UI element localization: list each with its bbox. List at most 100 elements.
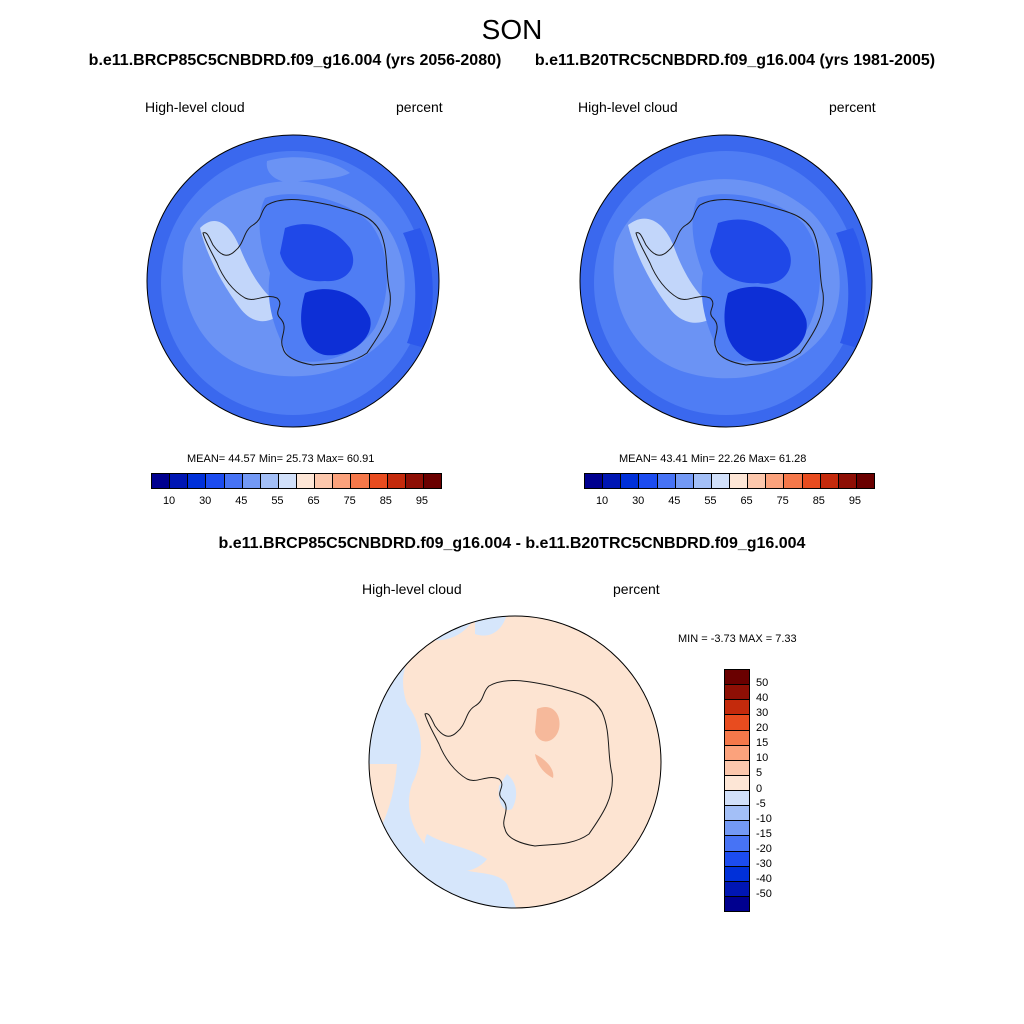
colorbar-swatch — [725, 729, 749, 745]
colorbar-swatch — [725, 835, 749, 851]
colorbar-swatch — [729, 474, 748, 488]
colorbar-swatch — [259, 474, 278, 488]
difference-variable-label: High-level cloud — [362, 581, 462, 597]
difference-stats: MIN = -3.73 MAX = 7.33 — [678, 633, 797, 645]
colorbar-swatch — [386, 474, 405, 488]
colorbar-swatch — [332, 474, 351, 488]
colorbar-tick-label: 55 — [704, 495, 717, 507]
colorbar-tick-label: -15 — [756, 827, 772, 840]
colorbar-swatch — [783, 474, 802, 488]
panel-a-stats: MEAN= 44.57 Min= 25.73 Max= 60.91 — [187, 453, 375, 465]
colorbar-swatch — [747, 474, 766, 488]
colorbar-tick-label: 75 — [343, 495, 356, 507]
colorbar-swatch — [710, 474, 729, 488]
antarctic-coastline — [424, 680, 613, 847]
colorbar-swatch — [620, 474, 639, 488]
colorbar-swatch — [241, 474, 260, 488]
colorbar-tick-label: -30 — [756, 857, 772, 870]
colorbar-swatch — [725, 744, 749, 760]
map-boundary — [579, 134, 873, 428]
colorbar-tick-label: 50 — [756, 677, 769, 690]
colorbar-swatch — [725, 820, 749, 836]
colorbar-swatch — [674, 474, 693, 488]
colorbar-swatch — [725, 865, 749, 881]
panel-b-stats: MEAN= 43.41 Min= 22.26 Max= 61.28 — [619, 453, 807, 465]
colorbar-swatch — [205, 474, 224, 488]
colorbar-tick-label: 85 — [812, 495, 825, 507]
colorbar-swatch — [152, 474, 170, 488]
colorbar-tick-label: -40 — [756, 872, 772, 885]
colorbar-swatch — [819, 474, 838, 488]
colorbar-swatch — [187, 474, 206, 488]
difference-panel-title: b.e11.BRCP85C5CNBDRD.f09_g16.004 - b.e11… — [218, 535, 806, 552]
colorbar-tick-label: -20 — [756, 842, 772, 855]
figure-title: SON — [481, 14, 543, 45]
interior-minimum — [301, 289, 371, 356]
colorbar-tick-label: 15 — [756, 737, 769, 750]
cool-anomaly-south — [424, 834, 487, 872]
peninsula-light-zone — [628, 218, 720, 323]
colorbar-tick-label: 75 — [776, 495, 789, 507]
panel-a-units-label: percent — [396, 99, 443, 115]
colorbar-tick-label: 5 — [756, 767, 763, 780]
map-boundary — [368, 615, 662, 909]
colorbar-swatch — [725, 670, 749, 685]
colorbar-swatch — [725, 759, 749, 775]
difference-polar-map — [368, 615, 662, 909]
colorbar-tick-label: -5 — [756, 797, 766, 810]
colorbar-tick-label: -10 — [756, 812, 772, 825]
colorbar-swatch — [725, 880, 749, 896]
colorbar-tick-label: 30 — [632, 495, 645, 507]
colorbar-tick-label: 0 — [756, 782, 763, 795]
cool-anomaly-west — [369, 616, 517, 908]
panel-b-units-label: percent — [829, 99, 876, 115]
panel-b-polar-map — [579, 134, 873, 428]
colorbar-swatch — [350, 474, 369, 488]
colorbar-tick-label: 10 — [756, 752, 769, 765]
panel-b-variable-label: High-level cloud — [578, 99, 678, 115]
colorbar-swatch — [725, 774, 749, 790]
colorbar-swatch — [837, 474, 856, 488]
colorbar-swatch — [368, 474, 387, 488]
east-plateau-low — [280, 224, 354, 282]
colorbar-swatch — [765, 474, 784, 488]
outer-band-east — [403, 228, 433, 348]
outer-band-east — [836, 228, 866, 348]
panel-a-title: b.e11.BRCP85C5CNBDRD.f09_g16.004 (yrs 20… — [88, 52, 502, 69]
colorbar-swatch — [725, 790, 749, 806]
colorbar-tick-label: 30 — [756, 707, 769, 720]
colorbar-tick-label: 55 — [271, 495, 284, 507]
colorbar-tick-label: 45 — [668, 495, 681, 507]
colorbar-tick-label: 40 — [756, 692, 769, 705]
colorbar-tick-label: 10 — [595, 495, 609, 507]
antarctic-coastline — [202, 199, 391, 366]
colorbar-swatch — [422, 474, 441, 488]
colorbar-swatch — [692, 474, 711, 488]
colorbar-tick-label: 65 — [740, 495, 753, 507]
colorbar-tick-label: 20 — [756, 722, 769, 735]
colorbar-swatch — [656, 474, 675, 488]
colorbar-tick-label: 95 — [415, 495, 429, 507]
peninsula-light-zone — [200, 220, 285, 322]
colorbar-swatch — [404, 474, 423, 488]
colorbar-swatch — [169, 474, 188, 488]
colorbar-tick-label: 95 — [848, 495, 862, 507]
panel-b-title: b.e11.B20TRC5CNBDRD.f09_g16.004 (yrs 198… — [534, 52, 936, 69]
east-plateau-low — [710, 219, 791, 284]
colorbar-swatch — [725, 684, 749, 700]
colorbar-swatch — [314, 474, 333, 488]
colorbar-swatch — [725, 699, 749, 715]
colorbar-swatch — [638, 474, 657, 488]
antarctic-coastline — [635, 199, 824, 366]
colorbar-tick-label: 30 — [199, 495, 212, 507]
colorbar-tick-label: 45 — [235, 495, 248, 507]
interior-minimum — [724, 286, 807, 362]
colorbar-swatch — [296, 474, 315, 488]
colorbar-swatch — [585, 474, 603, 488]
strong-warm-streak — [535, 754, 554, 778]
panel-a-polar-map — [146, 134, 440, 428]
colorbar-swatch — [725, 850, 749, 866]
colorbar-swatch — [277, 474, 296, 488]
colorbar-swatch — [602, 474, 621, 488]
panel-b-colorbar — [584, 473, 875, 489]
